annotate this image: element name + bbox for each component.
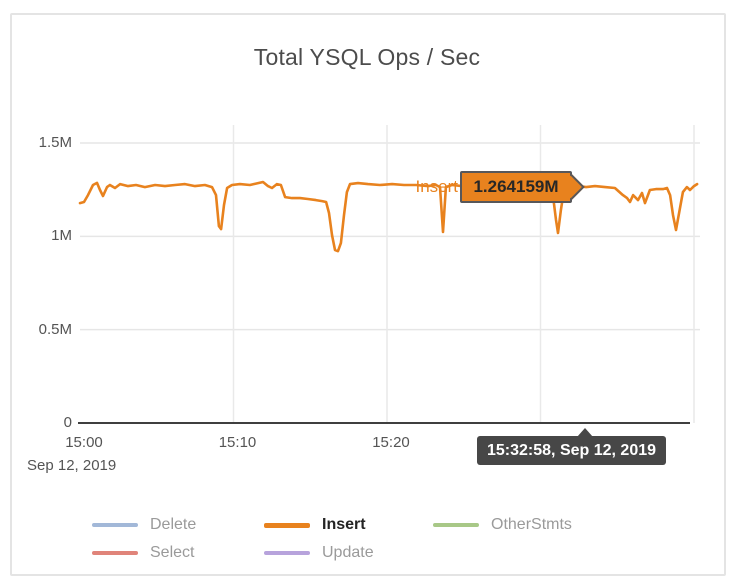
legend-item-insert[interactable]: Insert bbox=[264, 515, 366, 535]
legend-item-update[interactable]: Update bbox=[264, 543, 374, 563]
y-tick-label: 1M bbox=[51, 227, 72, 245]
value-tooltip: 1.264159M bbox=[460, 171, 585, 203]
legend-swatch-insert-icon bbox=[264, 522, 310, 528]
legend-item-select[interactable]: Select bbox=[92, 543, 194, 563]
chart-card bbox=[10, 13, 726, 576]
x-axis-date-label: Sep 12, 2019 bbox=[27, 457, 117, 474]
legend-label: Update bbox=[322, 544, 374, 561]
insert-series-line bbox=[78, 180, 699, 253]
time-tooltip: 15:32:58, Sep 12, 2019 bbox=[477, 428, 667, 465]
legend-item-delete[interactable]: Delete bbox=[92, 515, 196, 535]
y-tick-label: 1.5M bbox=[38, 133, 72, 151]
legend-label: Insert bbox=[322, 516, 366, 533]
legend-item-otherstmts[interactable]: OtherStmts bbox=[433, 515, 572, 535]
legend-swatch-update-icon bbox=[264, 551, 310, 555]
legend-label: Delete bbox=[150, 516, 197, 533]
series-hover-label: Insert bbox=[415, 177, 458, 196]
time-tooltip-arrow-icon bbox=[577, 428, 593, 437]
legend-swatch-delete-icon bbox=[92, 523, 138, 527]
legend-swatch-otherstmts-icon bbox=[433, 523, 479, 527]
legend-label: OtherStmts bbox=[491, 516, 572, 533]
chart-title: Total YSQL Ops / Sec bbox=[253, 44, 481, 70]
value-tooltip-text: 1.264159M bbox=[473, 177, 559, 196]
time-tooltip-text: 15:32:58, Sep 12, 2019 bbox=[487, 442, 657, 459]
x-tick-label: 15:00 bbox=[65, 434, 103, 451]
legend-swatch-select-icon bbox=[92, 551, 138, 555]
legend-label: Select bbox=[150, 544, 195, 561]
y-tick-label: 0.5M bbox=[38, 320, 72, 338]
x-tick-label: 15:10 bbox=[218, 434, 257, 451]
x-tick-label: 15:20 bbox=[372, 434, 410, 451]
y-tick-label: 0 bbox=[63, 414, 72, 431]
